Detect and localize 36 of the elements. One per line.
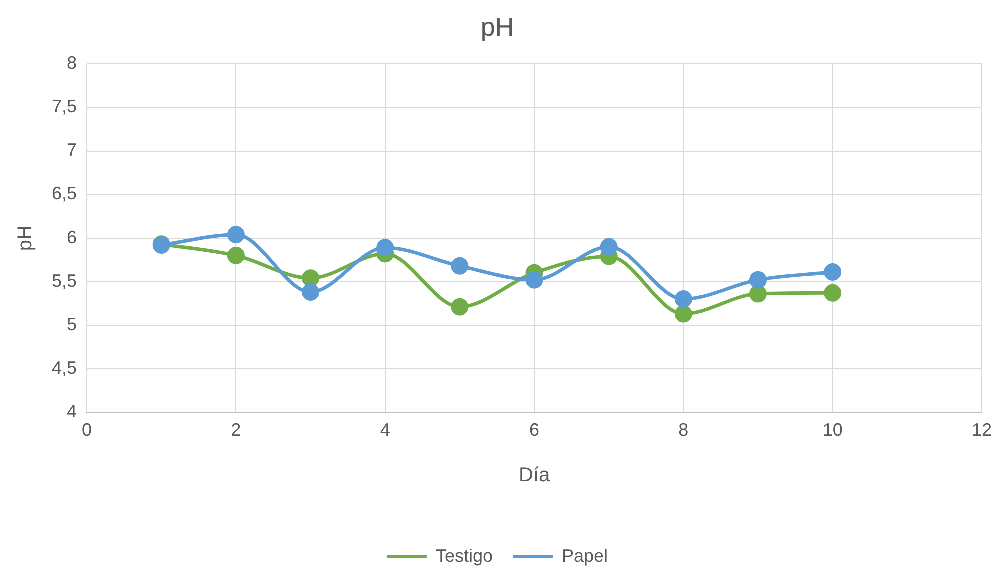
point xyxy=(526,271,544,289)
y-axis-title: pH xyxy=(14,226,37,252)
y-tick-label: 8 xyxy=(67,53,78,74)
y-tick-label: 4 xyxy=(67,401,78,422)
x-axis-title: Día xyxy=(518,464,551,487)
y-tick-label: 7,5 xyxy=(52,96,78,117)
point xyxy=(674,290,692,308)
point xyxy=(451,298,469,316)
legend-label: Testigo xyxy=(436,546,494,566)
x-tick-label: 10 xyxy=(822,420,843,440)
x-tick-label: 4 xyxy=(380,420,390,440)
x-tick-label: 0 xyxy=(82,420,92,440)
point xyxy=(227,226,245,244)
y-tick-label: 7 xyxy=(67,140,78,160)
point xyxy=(749,285,767,303)
point xyxy=(451,257,469,275)
point xyxy=(376,239,394,257)
x-tick-label: 8 xyxy=(678,420,689,440)
point xyxy=(674,305,692,323)
point xyxy=(600,238,618,256)
x-tick-label: 12 xyxy=(972,420,992,440)
legend-label: Papel xyxy=(562,546,608,566)
point xyxy=(824,264,842,281)
chart-title: pH xyxy=(480,12,514,42)
y-tick-label: 6 xyxy=(67,227,78,248)
x-tick-label: 6 xyxy=(530,420,540,440)
point xyxy=(227,246,245,264)
point xyxy=(302,284,320,302)
point xyxy=(749,271,767,289)
y-tick-label: 6,5 xyxy=(52,184,78,204)
point xyxy=(824,284,842,302)
y-tick-label: 5 xyxy=(67,314,78,334)
x-tick-label: 2 xyxy=(231,420,242,440)
y-tick-label: 5,5 xyxy=(52,270,78,291)
y-tick-label: 4,5 xyxy=(52,358,78,378)
point xyxy=(302,270,320,288)
